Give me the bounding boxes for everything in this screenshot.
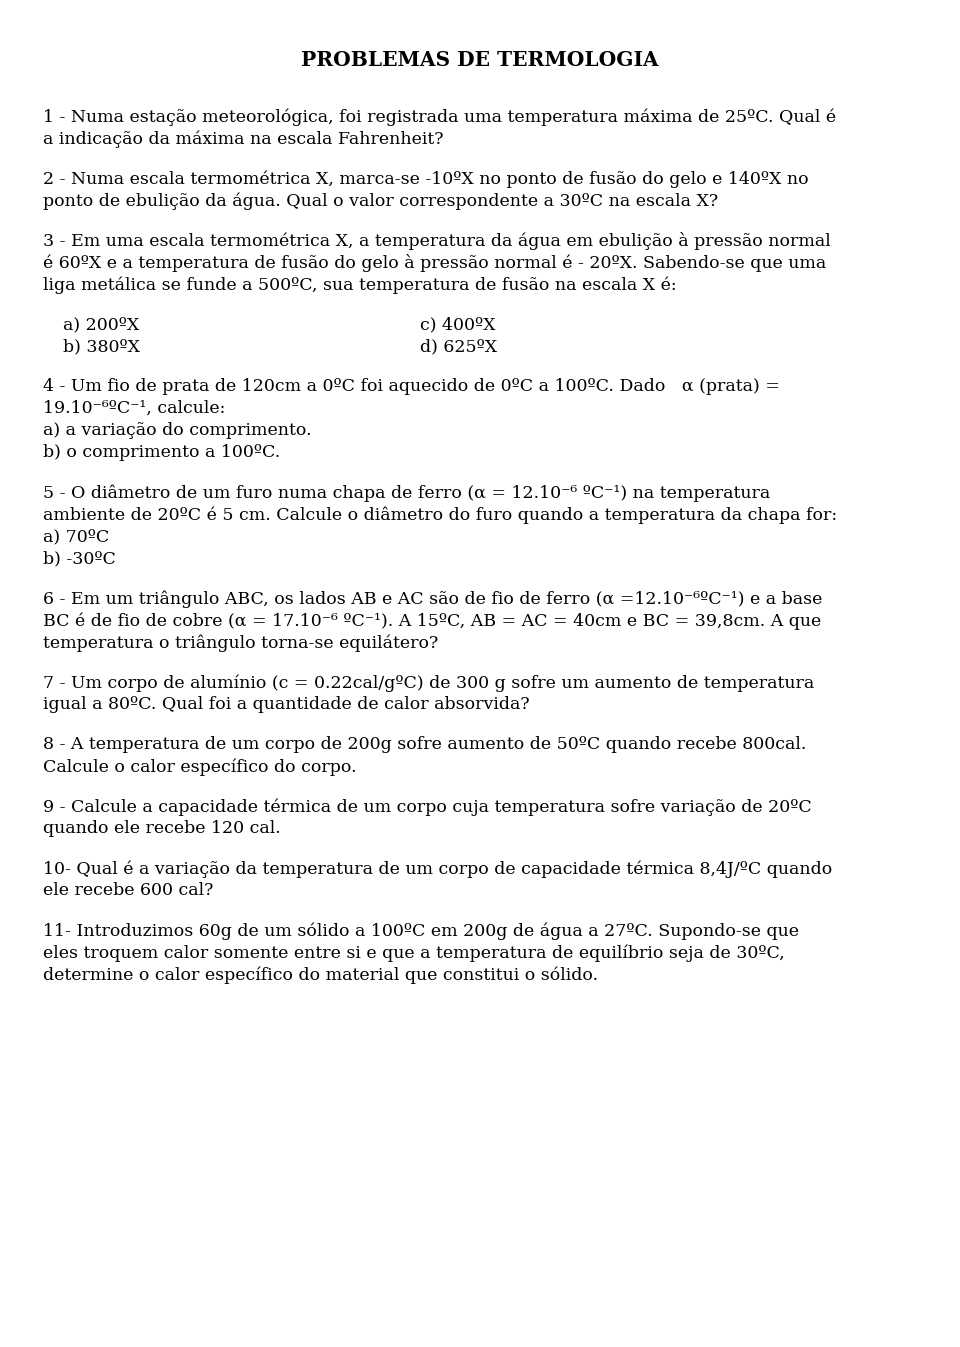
Text: a indicação da máxima na escala Fahrenheit?: a indicação da máxima na escala Fahrenhe… <box>43 131 444 148</box>
Text: liga metálica se funde a 500ºC, sua temperatura de fusão na escala X é:: liga metálica se funde a 500ºC, sua temp… <box>43 276 677 294</box>
Text: determine o calor específico do material que constitui o sólido.: determine o calor específico do material… <box>43 966 598 983</box>
Text: Calcule o calor específico do corpo.: Calcule o calor específico do corpo. <box>43 758 356 776</box>
Text: igual a 80ºC. Qual foi a quantidade de calor absorvida?: igual a 80ºC. Qual foi a quantidade de c… <box>43 696 530 713</box>
Text: a) 70ºC: a) 70ºC <box>43 528 109 546</box>
Text: ponto de ebulição da água. Qual o valor correspondente a 30ºC na escala X?: ponto de ebulição da água. Qual o valor … <box>43 193 718 210</box>
Text: é 60ºX e a temperatura de fusão do gelo à pressão normal é - 20ºX. Sabendo-se qu: é 60ºX e a temperatura de fusão do gelo … <box>43 255 827 272</box>
Text: eles troquem calor somente entre si e que a temperatura de equilíbrio seja de 30: eles troquem calor somente entre si e qu… <box>43 944 784 962</box>
Text: BC é de fio de cobre (α = 17.10⁻⁶ ºC⁻¹). A 15ºC, AB = AC = 40cm e BC = 39,8cm. A: BC é de fio de cobre (α = 17.10⁻⁶ ºC⁻¹).… <box>43 612 821 629</box>
Text: b) o comprimento a 100ºC.: b) o comprimento a 100ºC. <box>43 445 280 461</box>
Text: b) -30ºC: b) -30ºC <box>43 550 116 567</box>
Text: 9 - Calcule a capacidade térmica de um corpo cuja temperatura sofre variação de : 9 - Calcule a capacidade térmica de um c… <box>43 797 812 815</box>
Text: 11- Introduzimos 60g de um sólido a 100ºC em 200g de água a 27ºC. Supondo-se que: 11- Introduzimos 60g de um sólido a 100º… <box>43 921 799 939</box>
Text: ele recebe 600 cal?: ele recebe 600 cal? <box>43 882 213 898</box>
Text: b) 380ºX: b) 380ºX <box>63 338 140 356</box>
Text: a) a variação do comprimento.: a) a variação do comprimento. <box>43 422 312 439</box>
Text: 6 - Em um triângulo ABC, os lados AB e AC são de fio de ferro (α =12.10⁻⁶ºC⁻¹) e: 6 - Em um triângulo ABC, os lados AB e A… <box>43 590 823 607</box>
Text: 3 - Em uma escala termométrica X, a temperatura da água em ebulição à pressão no: 3 - Em uma escala termométrica X, a temp… <box>43 232 830 251</box>
Text: c) 400ºX: c) 400ºX <box>420 317 495 333</box>
Text: 4 - Um fio de prata de 120cm a 0ºC foi aquecido de 0ºC a 100ºC. Dado   α (prata): 4 - Um fio de prata de 120cm a 0ºC foi a… <box>43 379 780 395</box>
Text: 10- Qual é a variação da temperatura de um corpo de capacidade térmica 8,4J/ºC q: 10- Qual é a variação da temperatura de … <box>43 859 832 877</box>
Text: 5 - O diâmetro de um furo numa chapa de ferro (α = 12.10⁻⁶ ºC⁻¹) na temperatura: 5 - O diâmetro de um furo numa chapa de … <box>43 484 770 501</box>
Text: 2 - Numa escala termométrica X, marca-se -10ºX no ponto de fusão do gelo e 140ºX: 2 - Numa escala termométrica X, marca-se… <box>43 170 808 187</box>
Text: 8 - A temperatura de um corpo de 200g sofre aumento de 50ºC quando recebe 800cal: 8 - A temperatura de um corpo de 200g so… <box>43 735 806 753</box>
Text: quando ele recebe 120 cal.: quando ele recebe 120 cal. <box>43 820 280 836</box>
Text: PROBLEMAS DE TERMOLOGIA: PROBLEMAS DE TERMOLOGIA <box>301 50 659 70</box>
Text: a) 200ºX: a) 200ºX <box>63 317 139 333</box>
Text: 7 - Um corpo de alumínio (c = 0.22cal/gºC) de 300 g sofre um aumento de temperat: 7 - Um corpo de alumínio (c = 0.22cal/gº… <box>43 674 814 691</box>
Text: d) 625ºX: d) 625ºX <box>420 338 497 356</box>
Text: temperatura o triângulo torna-se equilátero?: temperatura o triângulo torna-se equilát… <box>43 634 439 652</box>
Text: ambiente de 20ºC é 5 cm. Calcule o diâmetro do furo quando a temperatura da chap: ambiente de 20ºC é 5 cm. Calcule o diâme… <box>43 506 837 524</box>
Text: 19.10⁻⁶ºC⁻¹, calcule:: 19.10⁻⁶ºC⁻¹, calcule: <box>43 400 226 418</box>
Text: 1 - Numa estação meteorológica, foi registrada uma temperatura máxima de 25ºC. Q: 1 - Numa estação meteorológica, foi regi… <box>43 108 836 125</box>
